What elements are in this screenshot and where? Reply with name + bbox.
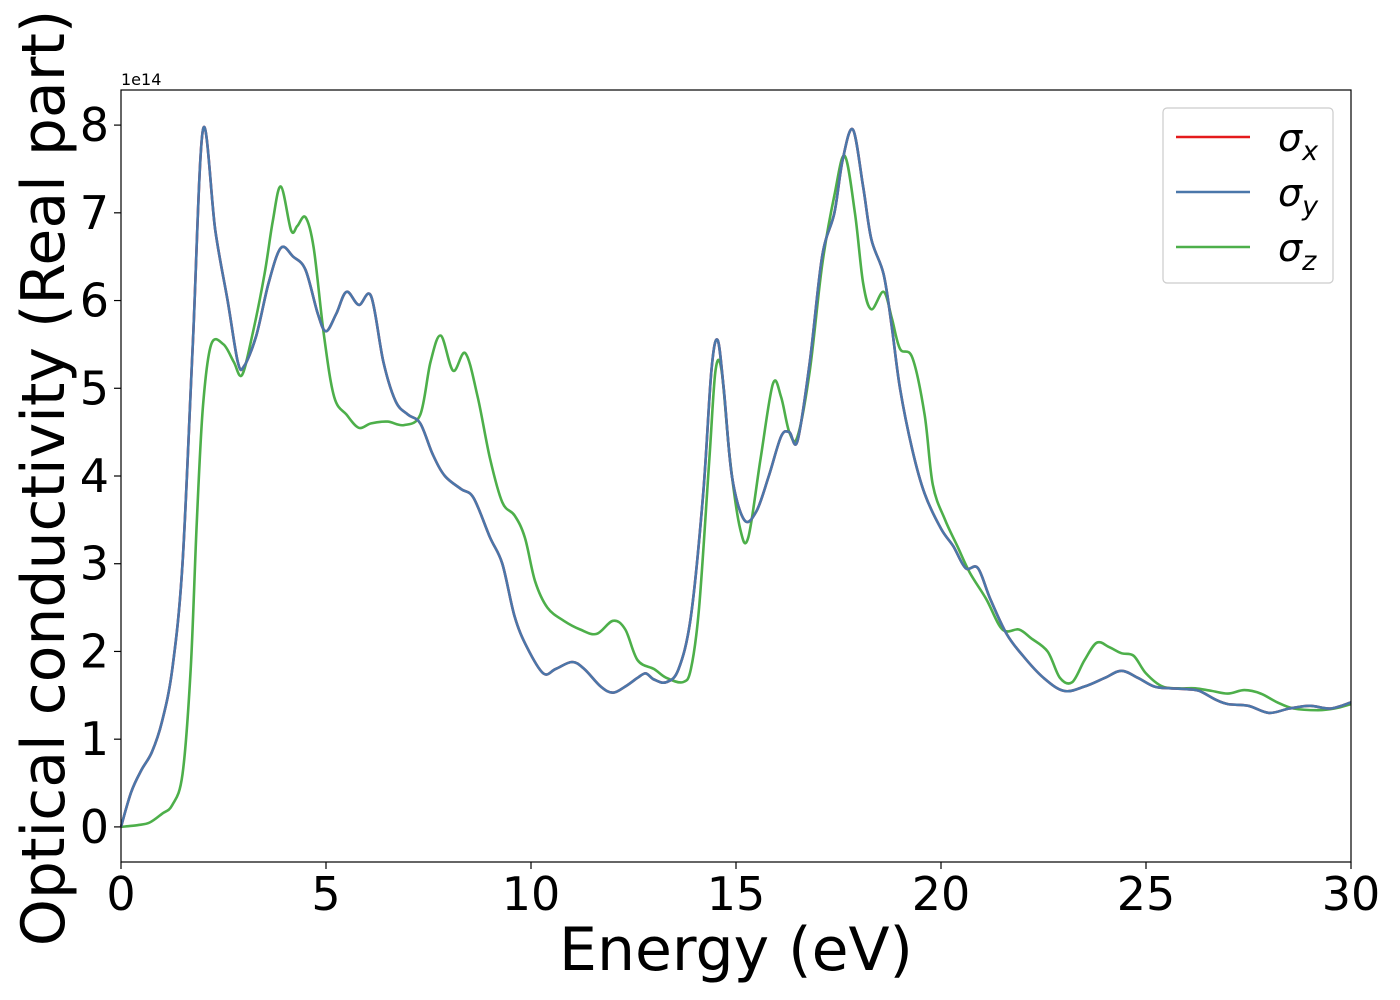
y-tick-label: 5: [80, 361, 109, 415]
y-offset-text: 1e14: [121, 70, 161, 89]
plot-frame: [120, 89, 1352, 863]
legend-label-z: σz: [1278, 226, 1317, 277]
y-tick-label: 0: [80, 800, 109, 854]
x-tick-label: 5: [311, 867, 340, 921]
legend-label-y: σy: [1278, 171, 1319, 222]
series-lines: [119, 125, 1352, 829]
y-tick-label: 6: [80, 274, 109, 328]
x-tick-label: 25: [1117, 867, 1176, 921]
series-line-z: [120, 154, 1352, 829]
y-tick-label: 1: [80, 712, 109, 766]
legend-label-x: σx: [1278, 116, 1319, 167]
x-axis-ticks: 0 5 10 15 20 25 30: [106, 862, 1380, 921]
y-tick-label: 4: [80, 449, 109, 503]
x-tick-label: 0: [106, 867, 135, 921]
x-tick-label: 15: [707, 867, 766, 921]
x-tick-label: 20: [912, 867, 971, 921]
series-line-y: [119, 125, 1352, 828]
y-axis-ticks: 0 1 2 3 4 5 6 7 8: [80, 98, 121, 854]
y-tick-label: 3: [80, 537, 109, 591]
y-tick-label: 2: [80, 624, 109, 678]
legend-box: [1162, 107, 1334, 284]
y-axis-label: Optical conductivity (Real part): [9, 10, 79, 947]
x-tick-label: 10: [502, 867, 561, 921]
y-tick-label: 7: [80, 186, 109, 240]
x-axis-label: Energy (eV): [559, 915, 913, 985]
x-tick-label: 30: [1322, 867, 1381, 921]
y-tick-label: 8: [80, 98, 109, 152]
plot-background: [121, 90, 1351, 862]
